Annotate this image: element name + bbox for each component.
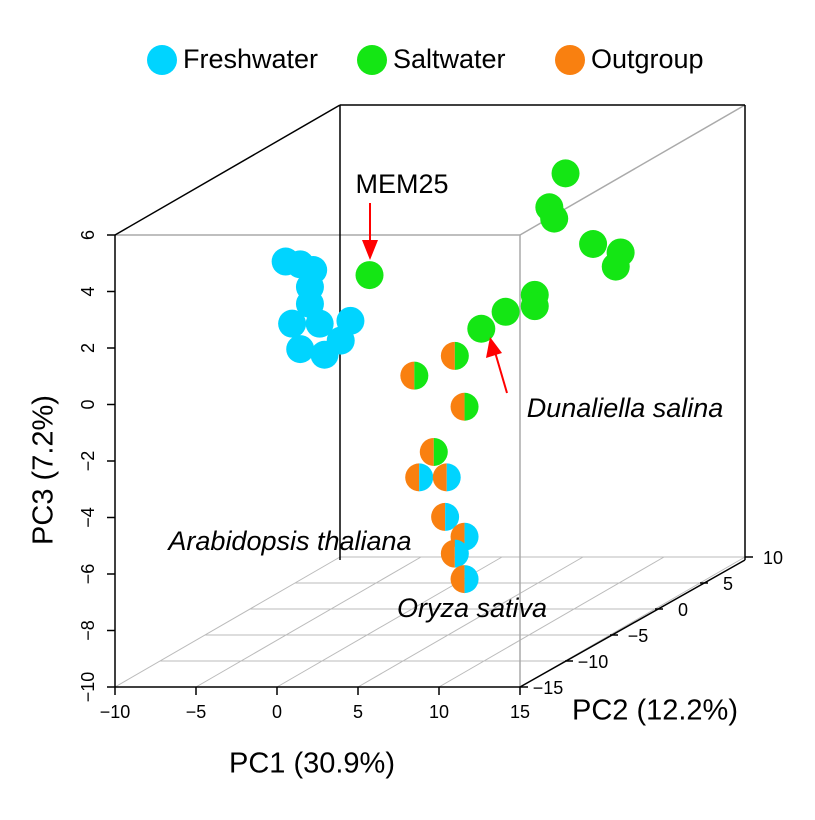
point [286,335,315,364]
x-axis-label: PC1 (30.9%) [229,748,395,780]
z-tick-label: −10 [78,672,98,703]
x-tick-label: −10 [100,702,131,722]
point [601,252,630,281]
x-tick-label: 5 [353,702,363,722]
point [551,159,580,188]
point [467,314,496,343]
x-tick-label: −5 [186,702,207,722]
annotation: Oryza sativa [397,593,547,623]
z-tick-label: 4 [78,286,98,296]
point-half [419,463,434,492]
z-tick-label: −8 [78,620,98,641]
z-axis-label: PC3 (7.2%) [28,395,60,545]
point-half [432,463,447,492]
point-half [464,565,479,594]
point [540,204,569,233]
point-half [446,463,461,492]
y-axis [519,559,746,688]
grid-line [195,556,422,688]
x-tick-label: 0 [272,702,282,722]
y-tick-label: −5 [628,626,649,646]
point-half [400,361,415,390]
point-half [440,341,455,370]
point-half [454,539,469,568]
z-tick-label: −2 [78,451,98,472]
point-half [440,539,455,568]
annotation: MEM25 [355,169,448,199]
z-tick-label: −6 [78,564,98,585]
point [520,292,549,321]
arrowhead [362,240,378,260]
point [326,326,355,355]
point [579,230,608,258]
point-half [464,392,479,421]
point-half [454,341,469,370]
y-tick-label: 5 [723,574,733,594]
point-half [414,361,429,390]
point-half [405,463,420,492]
annotations: MEM25 Dunaliella salina Arabidopsis thalia… [166,169,723,623]
point-half [450,565,465,594]
point-half [450,392,465,421]
z-tick-label: 6 [78,230,98,240]
legend-label: Freshwater [183,44,318,74]
z-tick-label: −4 [78,507,98,528]
y-tick-label: 0 [678,600,688,620]
grid-line [438,556,665,688]
x-tick-label: 10 [429,702,449,722]
point [491,297,520,326]
box [114,104,746,688]
point [355,261,384,290]
point [305,309,334,338]
point-half [433,437,448,466]
y-tick-label: 10 [763,548,783,568]
y-tick-label: −15 [533,678,564,698]
annotation: Arabidopsis thaliana [166,526,411,556]
legend-marker [357,45,387,75]
y-tick-label: −10 [578,652,609,672]
y-axis-label: PC2 (12.2%) [572,695,738,727]
points [271,159,635,594]
annotation: Dunaliella salina [527,393,724,423]
z-tick-label: 0 [78,399,98,409]
point-half [431,502,446,531]
point-half [419,437,434,466]
arrowhead [486,337,502,358]
point-half [445,502,460,531]
grid-line [357,556,584,688]
arrow [494,351,508,394]
legend: Freshwater Saltwater Outgroup [147,44,704,75]
point [278,309,307,338]
legend-label: Saltwater [393,44,506,74]
z-tick-label: 2 [78,343,98,353]
legend-label: Outgroup [591,44,704,74]
x-tick-label: 15 [510,702,530,722]
legend-marker [147,45,177,75]
grid-line [114,556,341,688]
legend-marker [555,45,585,75]
point-half [464,522,479,551]
box-edge [114,104,341,236]
